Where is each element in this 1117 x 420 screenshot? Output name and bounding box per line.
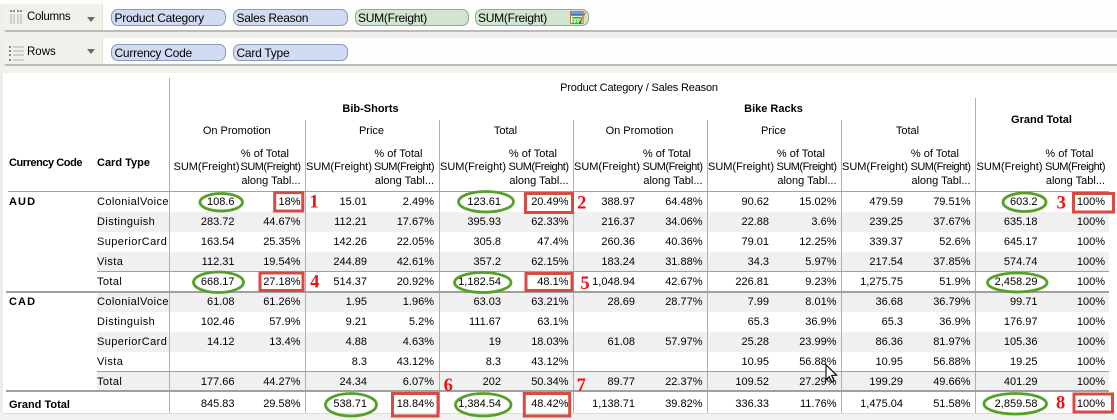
svg-text:3: 3 <box>1057 194 1066 214</box>
svg-text:8: 8 <box>1056 394 1065 414</box>
svg-text:5: 5 <box>580 274 589 294</box>
svg-text:4: 4 <box>310 273 319 293</box>
svg-text:6: 6 <box>444 376 453 396</box>
svg-text:7: 7 <box>577 376 586 396</box>
svg-text:1: 1 <box>309 193 318 213</box>
svg-text:2: 2 <box>577 194 586 214</box>
